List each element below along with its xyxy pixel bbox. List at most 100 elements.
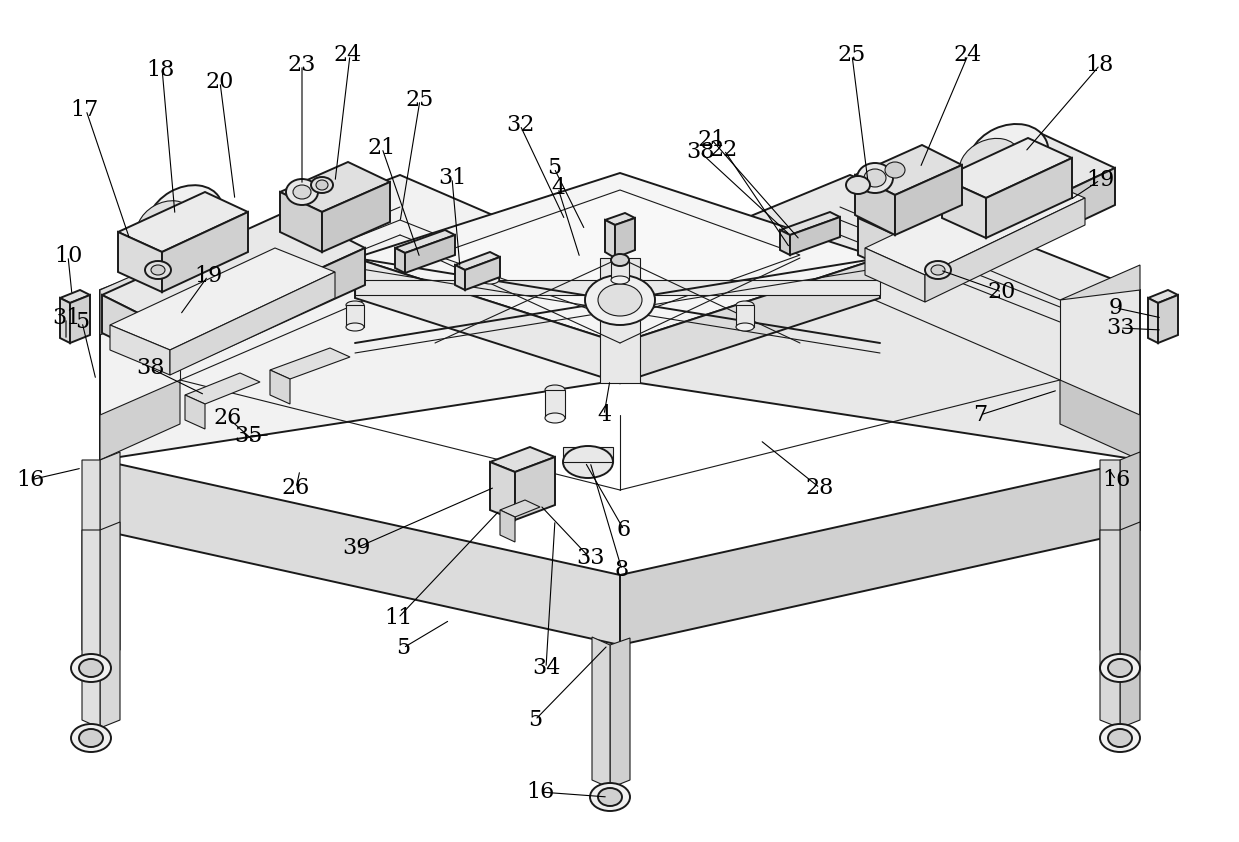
Ellipse shape [79, 659, 103, 677]
Polygon shape [59, 290, 90, 303]
Ellipse shape [1100, 654, 1140, 682]
Polygon shape [395, 230, 455, 253]
Text: 21: 21 [698, 129, 726, 151]
Polygon shape [935, 168, 1115, 290]
Ellipse shape [136, 200, 193, 249]
Polygon shape [600, 258, 641, 383]
Text: 21: 21 [368, 137, 396, 159]
Polygon shape [100, 380, 180, 460]
Text: 26: 26 [282, 477, 310, 499]
Polygon shape [790, 217, 840, 255]
Text: 38: 38 [685, 141, 714, 163]
Polygon shape [270, 348, 349, 379]
Polygon shape [781, 212, 840, 235]
Ellipse shape [611, 276, 629, 284]
Text: 17: 17 [69, 99, 98, 121]
Polygon shape [605, 213, 636, 225]
Text: 11: 11 [384, 607, 413, 629]
Ellipse shape [930, 265, 945, 275]
Polygon shape [501, 500, 540, 517]
Polygon shape [82, 530, 100, 728]
Polygon shape [865, 172, 1085, 275]
Polygon shape [118, 232, 162, 292]
Polygon shape [489, 462, 515, 520]
Text: 18: 18 [1085, 54, 1114, 76]
Text: 25: 25 [406, 89, 434, 111]
Polygon shape [620, 258, 880, 383]
Text: 38: 38 [136, 357, 165, 379]
Text: 9: 9 [1109, 297, 1123, 319]
Polygon shape [322, 182, 390, 252]
Ellipse shape [611, 256, 629, 264]
Ellipse shape [585, 275, 655, 325]
Ellipse shape [1108, 729, 1132, 747]
Ellipse shape [885, 162, 904, 178]
Polygon shape [100, 522, 120, 728]
Polygon shape [1100, 530, 1120, 728]
Text: 33: 33 [576, 547, 605, 569]
Ellipse shape [968, 124, 1048, 192]
Polygon shape [489, 447, 555, 472]
Polygon shape [942, 178, 986, 238]
Text: 4: 4 [597, 404, 611, 426]
Text: 28: 28 [805, 477, 834, 499]
Text: 5: 5 [396, 637, 410, 659]
Polygon shape [100, 175, 620, 460]
Text: 6: 6 [617, 519, 631, 541]
Polygon shape [1149, 298, 1158, 343]
Ellipse shape [1100, 724, 1140, 752]
Polygon shape [501, 510, 515, 542]
Ellipse shape [563, 446, 613, 478]
Ellipse shape [611, 254, 629, 266]
Polygon shape [170, 272, 335, 375]
Ellipse shape [846, 176, 870, 194]
Polygon shape [515, 457, 555, 520]
Ellipse shape [346, 301, 364, 309]
Polygon shape [855, 175, 895, 235]
Text: 5: 5 [528, 709, 543, 731]
Text: 24: 24 [954, 44, 983, 66]
Polygon shape [1120, 522, 1140, 728]
Polygon shape [926, 198, 1085, 302]
Ellipse shape [311, 177, 333, 193]
Ellipse shape [481, 254, 499, 262]
Ellipse shape [736, 301, 755, 309]
Text: 7: 7 [973, 404, 987, 426]
Polygon shape [481, 258, 499, 280]
Ellipse shape [736, 323, 755, 331]
Polygon shape [118, 192, 248, 252]
Polygon shape [455, 265, 465, 290]
Polygon shape [1061, 265, 1140, 300]
Ellipse shape [79, 729, 103, 747]
Text: 16: 16 [525, 781, 554, 803]
Polygon shape [356, 258, 620, 383]
Polygon shape [855, 145, 961, 195]
Ellipse shape [286, 179, 318, 205]
Polygon shape [185, 395, 204, 429]
Ellipse shape [959, 138, 1021, 189]
Text: 16: 16 [1101, 469, 1130, 491]
Polygon shape [986, 158, 1072, 238]
Text: 35: 35 [234, 425, 263, 447]
Text: 19: 19 [193, 265, 222, 287]
Polygon shape [895, 165, 961, 235]
Polygon shape [346, 305, 364, 327]
Text: 8: 8 [615, 559, 629, 581]
Ellipse shape [71, 724, 112, 752]
Polygon shape [59, 298, 69, 343]
Polygon shape [1061, 380, 1140, 460]
Text: 19: 19 [1085, 169, 1114, 191]
Polygon shape [857, 133, 1115, 253]
Ellipse shape [926, 261, 952, 279]
Polygon shape [435, 190, 800, 320]
Text: 22: 22 [710, 139, 738, 161]
Ellipse shape [346, 323, 364, 331]
Ellipse shape [598, 284, 642, 316]
Polygon shape [100, 460, 620, 645]
Ellipse shape [481, 276, 499, 284]
Text: 23: 23 [287, 54, 316, 76]
Polygon shape [455, 252, 501, 270]
Polygon shape [545, 390, 565, 418]
Polygon shape [356, 280, 880, 295]
Polygon shape [69, 295, 90, 343]
